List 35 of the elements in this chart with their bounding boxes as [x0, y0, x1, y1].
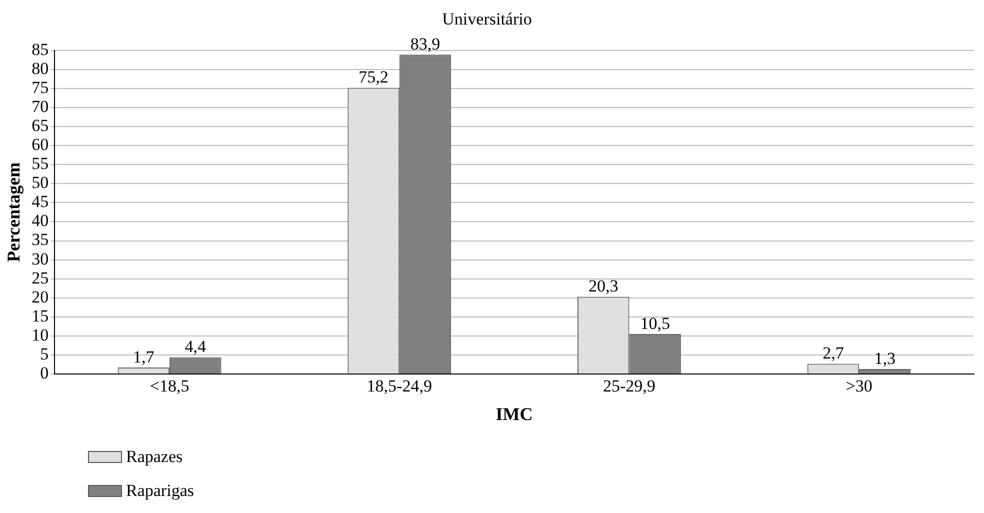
legend-label: Raparigas	[126, 481, 194, 501]
y-tick-label: 40	[32, 211, 49, 230]
y-tick-label: 80	[32, 58, 49, 78]
y-tick-label: 75	[32, 78, 49, 97]
y-tick-label: 15	[32, 306, 49, 326]
y-tick-label: 25	[32, 268, 49, 288]
x-tick-label: <18,5	[150, 376, 190, 396]
y-tick-label: 50	[32, 173, 49, 192]
y-tick-label: 65	[32, 116, 49, 136]
y-tick-label: 0	[40, 363, 49, 382]
y-tick-label: 5	[40, 344, 49, 364]
chart-title: Universitário	[442, 10, 532, 29]
x-axis-title: IMC	[496, 404, 533, 424]
y-tick-label: 35	[32, 230, 49, 250]
data-label: 83,9	[410, 34, 440, 54]
x-tick-label: 25-29,9	[603, 376, 656, 396]
y-axis-title: Percentagem	[3, 162, 24, 262]
y-tick-label: 60	[32, 135, 49, 154]
y-tick-label: 45	[32, 192, 49, 212]
y-tick-label: 85	[32, 40, 49, 59]
data-label: 1,3	[874, 349, 896, 368]
y-tick-label: 70	[32, 96, 49, 116]
y-tick-label: 30	[32, 249, 49, 268]
data-label: 2,7	[822, 344, 844, 363]
data-label: 1,7	[133, 347, 155, 366]
data-label: 75,2	[358, 68, 388, 87]
data-label: 20,3	[588, 276, 618, 296]
data-label: 4,4	[184, 337, 207, 356]
x-tick-label: >30	[846, 376, 872, 396]
legend-label: Rapazes	[126, 447, 183, 467]
x-tick-label: 18,5-24,9	[366, 376, 432, 396]
y-tick-label: 10	[32, 325, 49, 344]
data-label: 10,5	[640, 314, 670, 333]
y-tick-label: 55	[32, 154, 49, 174]
y-tick-label: 20	[32, 287, 49, 306]
